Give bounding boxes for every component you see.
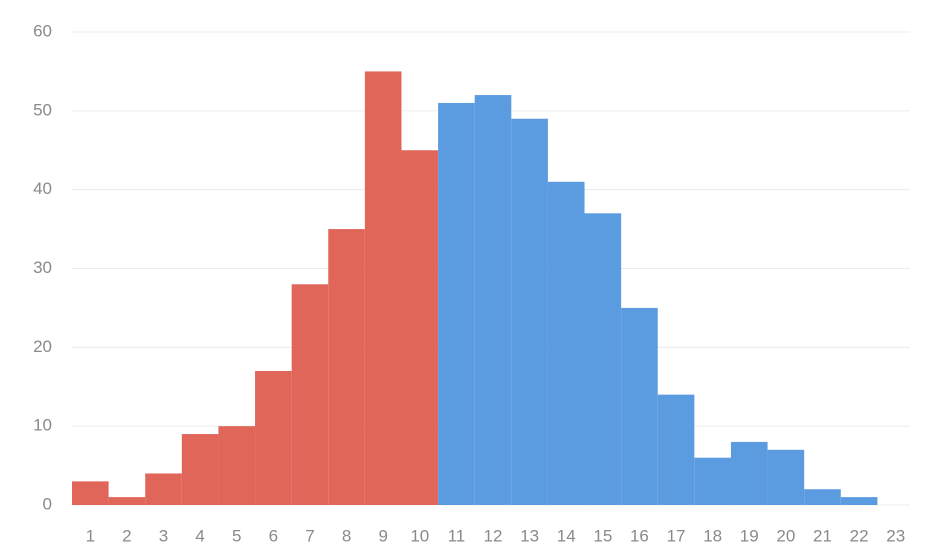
x-tick-label: 1 [86, 526, 95, 545]
x-tick-label: 6 [269, 526, 278, 545]
y-tick-label: 0 [43, 494, 52, 513]
x-tick-label: 23 [886, 526, 905, 545]
bar [108, 497, 146, 505]
bar [291, 284, 329, 505]
x-tick-label: 18 [703, 526, 722, 545]
bar [255, 370, 292, 505]
x-tick-label: 16 [630, 526, 649, 545]
x-tick-label: 4 [195, 526, 204, 545]
bar [181, 434, 219, 505]
bar [474, 95, 512, 506]
bar [730, 441, 768, 505]
bar [767, 449, 805, 505]
x-tick-label: 13 [520, 526, 539, 545]
bar [438, 102, 475, 505]
y-tick-label: 40 [33, 179, 52, 198]
y-tick-label: 50 [33, 100, 52, 119]
bar [657, 394, 695, 505]
bar [145, 473, 182, 505]
y-tick-label: 10 [33, 416, 52, 435]
x-tick-label: 2 [122, 526, 131, 545]
x-tick-label: 10 [410, 526, 429, 545]
x-tick-label: 22 [850, 526, 869, 545]
bar [840, 497, 878, 505]
bar [621, 307, 658, 505]
x-tick-label: 5 [232, 526, 241, 545]
bar [694, 457, 731, 505]
bar [804, 489, 841, 505]
x-tick-label: 8 [342, 526, 351, 545]
x-tick-label: 14 [557, 526, 576, 545]
y-tick-label: 60 [33, 21, 52, 40]
bar [328, 229, 365, 506]
bar [547, 181, 585, 506]
x-tick-label: 11 [448, 526, 466, 545]
y-tick-label: 20 [33, 337, 52, 356]
x-tick-label: 21 [813, 526, 832, 545]
bar [401, 150, 439, 505]
bar [218, 426, 256, 505]
bar [72, 481, 109, 505]
bar [584, 213, 622, 506]
x-tick-label: 15 [593, 526, 612, 545]
x-tick-label: 12 [484, 526, 503, 545]
y-tick-label: 30 [33, 258, 52, 277]
bar [364, 71, 402, 506]
bar [511, 118, 548, 505]
x-tick-label: 20 [776, 526, 795, 545]
x-tick-label: 17 [667, 526, 686, 545]
x-tick-label: 7 [305, 526, 314, 545]
x-tick-label: 3 [159, 526, 168, 545]
x-tick-label: 9 [378, 526, 387, 545]
x-tick-label: 19 [740, 526, 759, 545]
